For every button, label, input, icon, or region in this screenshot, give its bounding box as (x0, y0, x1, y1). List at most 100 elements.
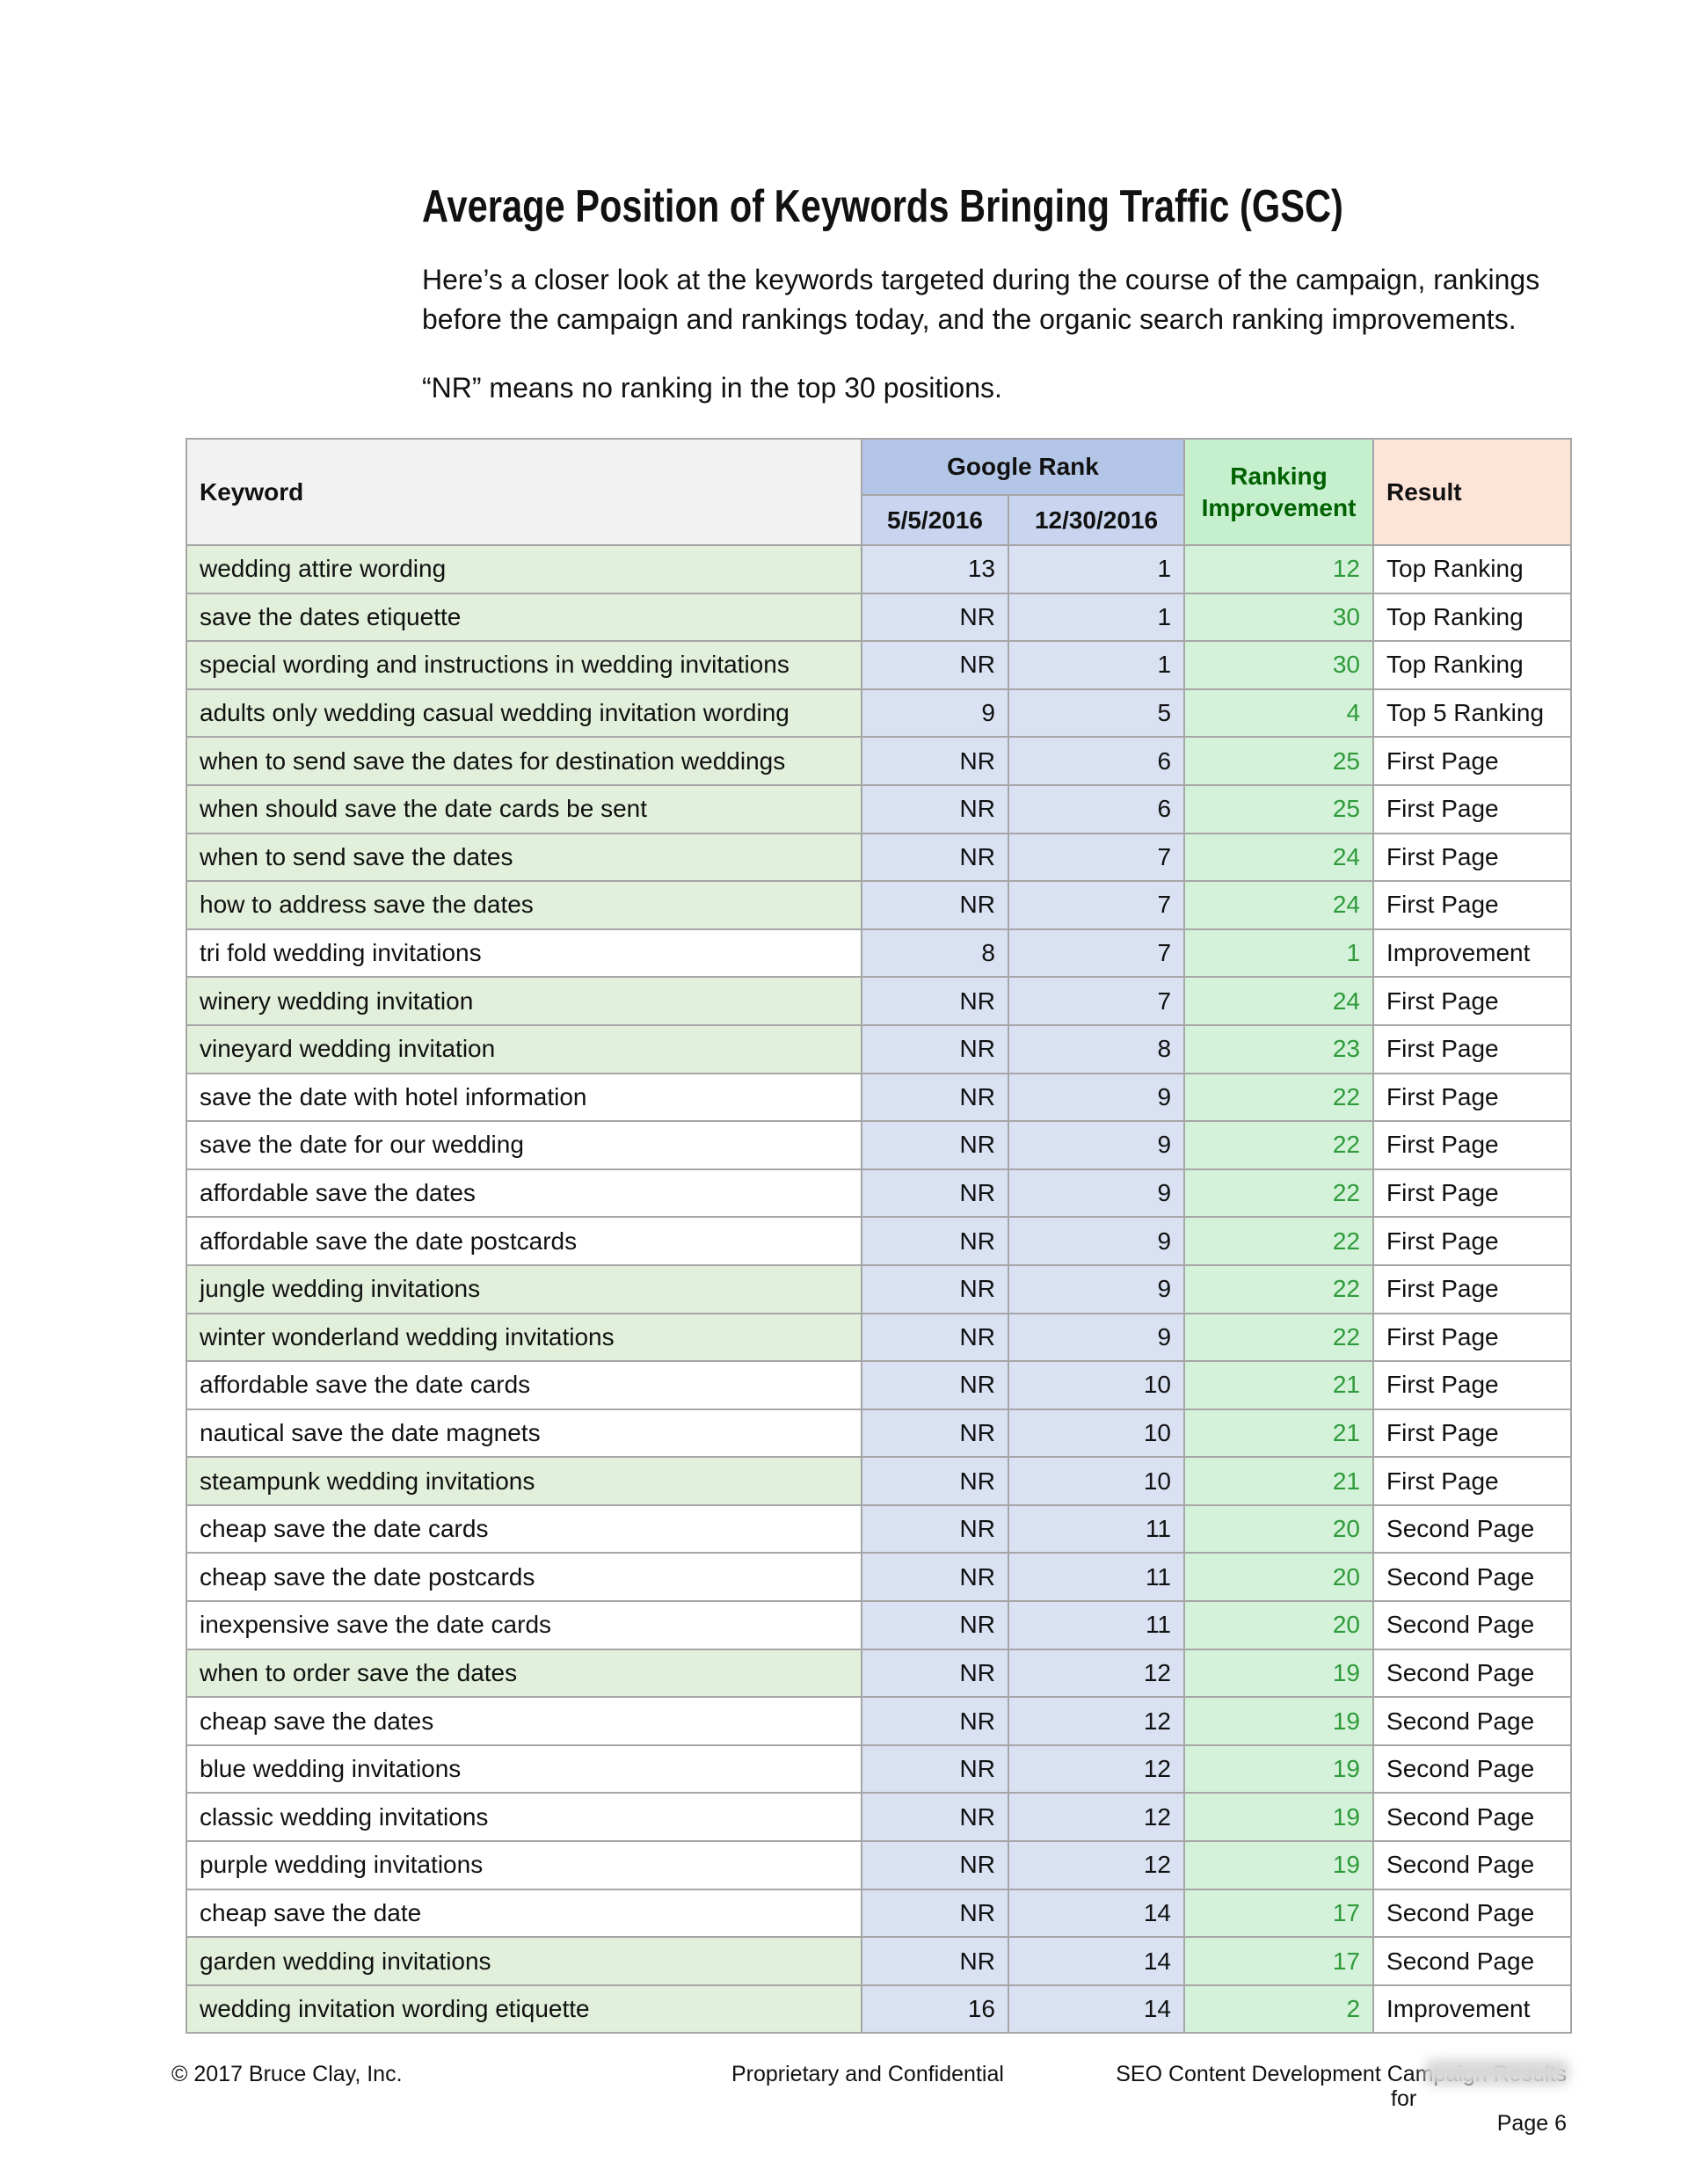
cell-keyword: purple wedding invitations (186, 1840, 862, 1890)
table-row: wedding invitation wording etiquette 16 14… (186, 1984, 1573, 2035)
cell-result: Second Page (1372, 1503, 1573, 1554)
cell-after: 14 (1007, 1984, 1186, 2035)
cell-improvement: 1 (1183, 928, 1375, 979)
cell-keyword: cheap save the dates (186, 1696, 862, 1746)
cell-after: 12 (1007, 1696, 1186, 1746)
cell-improvement: 24 (1183, 976, 1375, 1026)
footer-page: Page 6 (1496, 2111, 1567, 2136)
cell-before: NR (861, 1168, 1009, 1219)
table-row: wedding attire wording 13 1 12 Top Ranking (186, 544, 1573, 594)
cell-result: Second Page (1372, 1552, 1573, 1603)
cell-improvement: 2 (1183, 1984, 1375, 2035)
cell-before: NR (861, 880, 1009, 930)
table-body: wedding attire wording 13 1 12 Top Ranking sa… (186, 544, 1573, 2035)
cell-before: NR (861, 1312, 1009, 1363)
cell-after: 11 (1007, 1600, 1186, 1650)
cell-before: 13 (861, 544, 1009, 594)
table-row: affordable save the date cards NR 10 21 Firs… (186, 1360, 1573, 1410)
cell-before: NR (861, 1263, 1009, 1314)
cell-after: 9 (1007, 1312, 1186, 1363)
cell-after: 10 (1007, 1408, 1186, 1459)
cell-result: First Page (1372, 1408, 1573, 1459)
cell-after: 10 (1007, 1456, 1186, 1506)
cell-before: 9 (861, 688, 1009, 739)
cell-result: First Page (1372, 1312, 1573, 1363)
cell-improvement: 22 (1183, 1263, 1375, 1314)
cell-result: Second Page (1372, 1600, 1573, 1650)
table-row: how to address save the dates NR 7 24 First … (186, 880, 1573, 930)
footer-copyright: © 2017 Bruce Clay, Inc. (171, 2062, 403, 2086)
cell-keyword: nautical save the date magnets (186, 1408, 862, 1459)
cell-before: 8 (861, 928, 1009, 979)
cell-after: 11 (1007, 1503, 1186, 1554)
cell-before: NR (861, 736, 1009, 786)
cell-keyword: special wording and instructions in wedd… (186, 640, 862, 690)
note: “NR” means no ranking in the top 30 posi… (422, 372, 1002, 404)
cell-improvement: 25 (1183, 736, 1375, 786)
cell-after: 9 (1007, 1168, 1186, 1219)
cell-keyword: save the date for our wedding (186, 1120, 862, 1170)
cell-result: Second Page (1372, 1936, 1573, 1986)
cell-before: NR (861, 1888, 1009, 1939)
table-row: save the dates etiquette NR 1 30 Top Ranking (186, 592, 1573, 643)
cell-improvement: 19 (1183, 1840, 1375, 1890)
cell-after: 9 (1007, 1120, 1186, 1170)
table-row: when to send save the dates for destinat… (186, 736, 1573, 786)
cell-result: Second Page (1372, 1696, 1573, 1746)
header-improvement: Ranking Improvement (1183, 438, 1375, 546)
cell-before: NR (861, 640, 1009, 690)
cell-before: NR (861, 783, 1009, 834)
cell-improvement: 4 (1183, 688, 1375, 739)
intro: Here’s a closer look at the keywords tar… (422, 264, 1540, 335)
cell-result: First Page (1372, 1072, 1573, 1123)
table-row: when should save the date cards be sent N… (186, 783, 1573, 834)
table-row: purple wedding invitations NR 12 19 Second P… (186, 1840, 1573, 1890)
cell-result: First Page (1372, 1456, 1573, 1506)
table-row: tri fold wedding invitations 8 7 1 Improveme… (186, 928, 1573, 979)
cell-result: First Page (1372, 1120, 1573, 1170)
cell-keyword: when to send save the dates for destinat… (186, 736, 862, 786)
table-row: blue wedding invitations NR 12 19 Second Pag… (186, 1744, 1573, 1795)
cell-keyword: cheap save the date (186, 1888, 862, 1939)
cell-result: Top Ranking (1372, 640, 1573, 690)
cell-keyword: classic wedding invitations (186, 1792, 862, 1843)
cell-result: Second Page (1372, 1792, 1573, 1843)
cell-before: NR (861, 1503, 1009, 1554)
cell-keyword: wedding attire wording (186, 544, 862, 594)
cell-after: 1 (1007, 640, 1186, 690)
cell-improvement: 22 (1183, 1120, 1375, 1170)
cell-keyword: affordable save the date postcards (186, 1216, 862, 1266)
cell-after: 6 (1007, 736, 1186, 786)
cell-keyword: inexpensive save the date cards (186, 1600, 862, 1650)
cell-improvement: 21 (1183, 1408, 1375, 1459)
cell-improvement: 17 (1183, 1936, 1375, 1986)
cell-improvement: 21 (1183, 1360, 1375, 1410)
cell-improvement: 20 (1183, 1552, 1375, 1603)
cell-after: 7 (1007, 976, 1186, 1026)
cell-improvement: 17 (1183, 1888, 1375, 1939)
table-row: when to order save the dates NR 12 19 Second… (186, 1648, 1573, 1699)
table-row: save the date for our wedding NR 9 22 First … (186, 1120, 1573, 1170)
cell-result: First Page (1372, 1360, 1573, 1410)
cell-keyword: tri fold wedding invitations (186, 928, 862, 979)
table-row: cheap save the date NR 14 17 Second Page (186, 1888, 1573, 1939)
cell-after: 12 (1007, 1648, 1186, 1699)
cell-result: First Page (1372, 1023, 1573, 1074)
cell-keyword: how to address save the dates (186, 880, 862, 930)
cell-after: 8 (1007, 1023, 1186, 1074)
cell-before: NR (861, 1840, 1009, 1890)
cell-after: 10 (1007, 1360, 1186, 1410)
table-row: jungle wedding invitations NR 9 22 First Pag… (186, 1263, 1573, 1314)
cell-result: First Page (1372, 1263, 1573, 1314)
cell-before: 16 (861, 1984, 1009, 2035)
cell-result: Second Page (1372, 1840, 1573, 1890)
cell-improvement: 21 (1183, 1456, 1375, 1506)
cell-improvement: 19 (1183, 1744, 1375, 1795)
cell-keyword: when to order save the dates (186, 1648, 862, 1699)
cell-keyword: jungle wedding invitations (186, 1263, 862, 1314)
cell-improvement: 20 (1183, 1600, 1375, 1650)
cell-after: 9 (1007, 1216, 1186, 1266)
cell-keyword: when to send save the dates (186, 832, 862, 883)
header-google-rank: Google Rank (860, 438, 1186, 496)
cell-result: Improvement (1372, 928, 1573, 979)
